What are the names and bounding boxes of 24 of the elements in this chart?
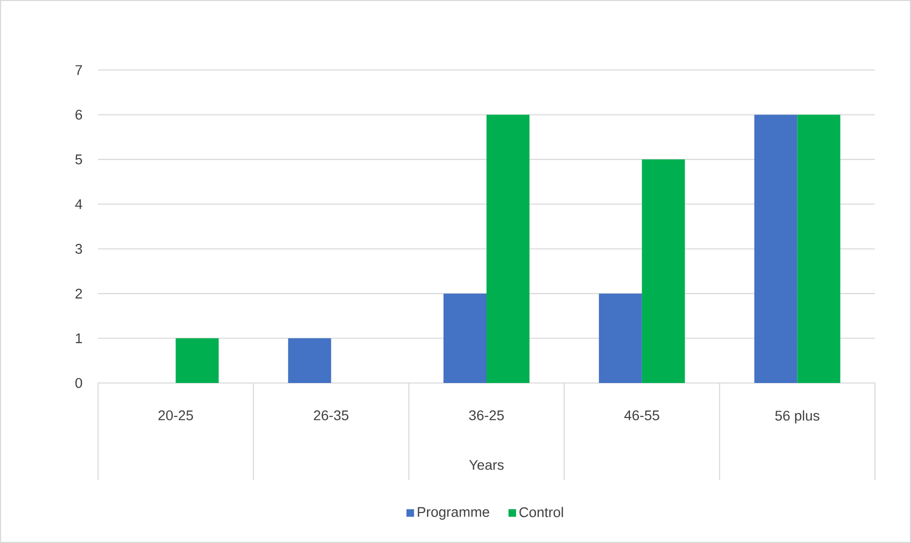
y-tick-label: 5	[75, 154, 82, 164]
y-tick-label: 4	[75, 199, 82, 209]
bar	[288, 338, 332, 383]
y-tick-label: 2	[76, 288, 82, 298]
legend-label: Control	[519, 506, 563, 518]
bar	[598, 294, 642, 383]
x-tick-label: 56 plus	[775, 410, 820, 424]
x-tick-label: 26-35	[314, 410, 348, 420]
x-tick-label: 46-55	[624, 410, 660, 420]
bar	[754, 114, 798, 383]
bar	[444, 294, 487, 383]
y-tick-label: 6	[76, 110, 82, 120]
legend-label: Programme	[418, 507, 490, 520]
x-axis-title: Years	[469, 460, 504, 470]
y-tick-label: 7	[76, 65, 82, 75]
x-tick-label: 20-25	[158, 410, 194, 420]
bar	[176, 338, 219, 383]
bar	[642, 159, 685, 383]
y-tick-label: 3	[75, 244, 82, 254]
bar	[486, 114, 530, 383]
x-tick-label: 36-25	[469, 410, 504, 420]
bar	[797, 114, 840, 383]
y-tick-label: 0	[75, 378, 82, 388]
y-tick-label: 1	[76, 333, 82, 344]
